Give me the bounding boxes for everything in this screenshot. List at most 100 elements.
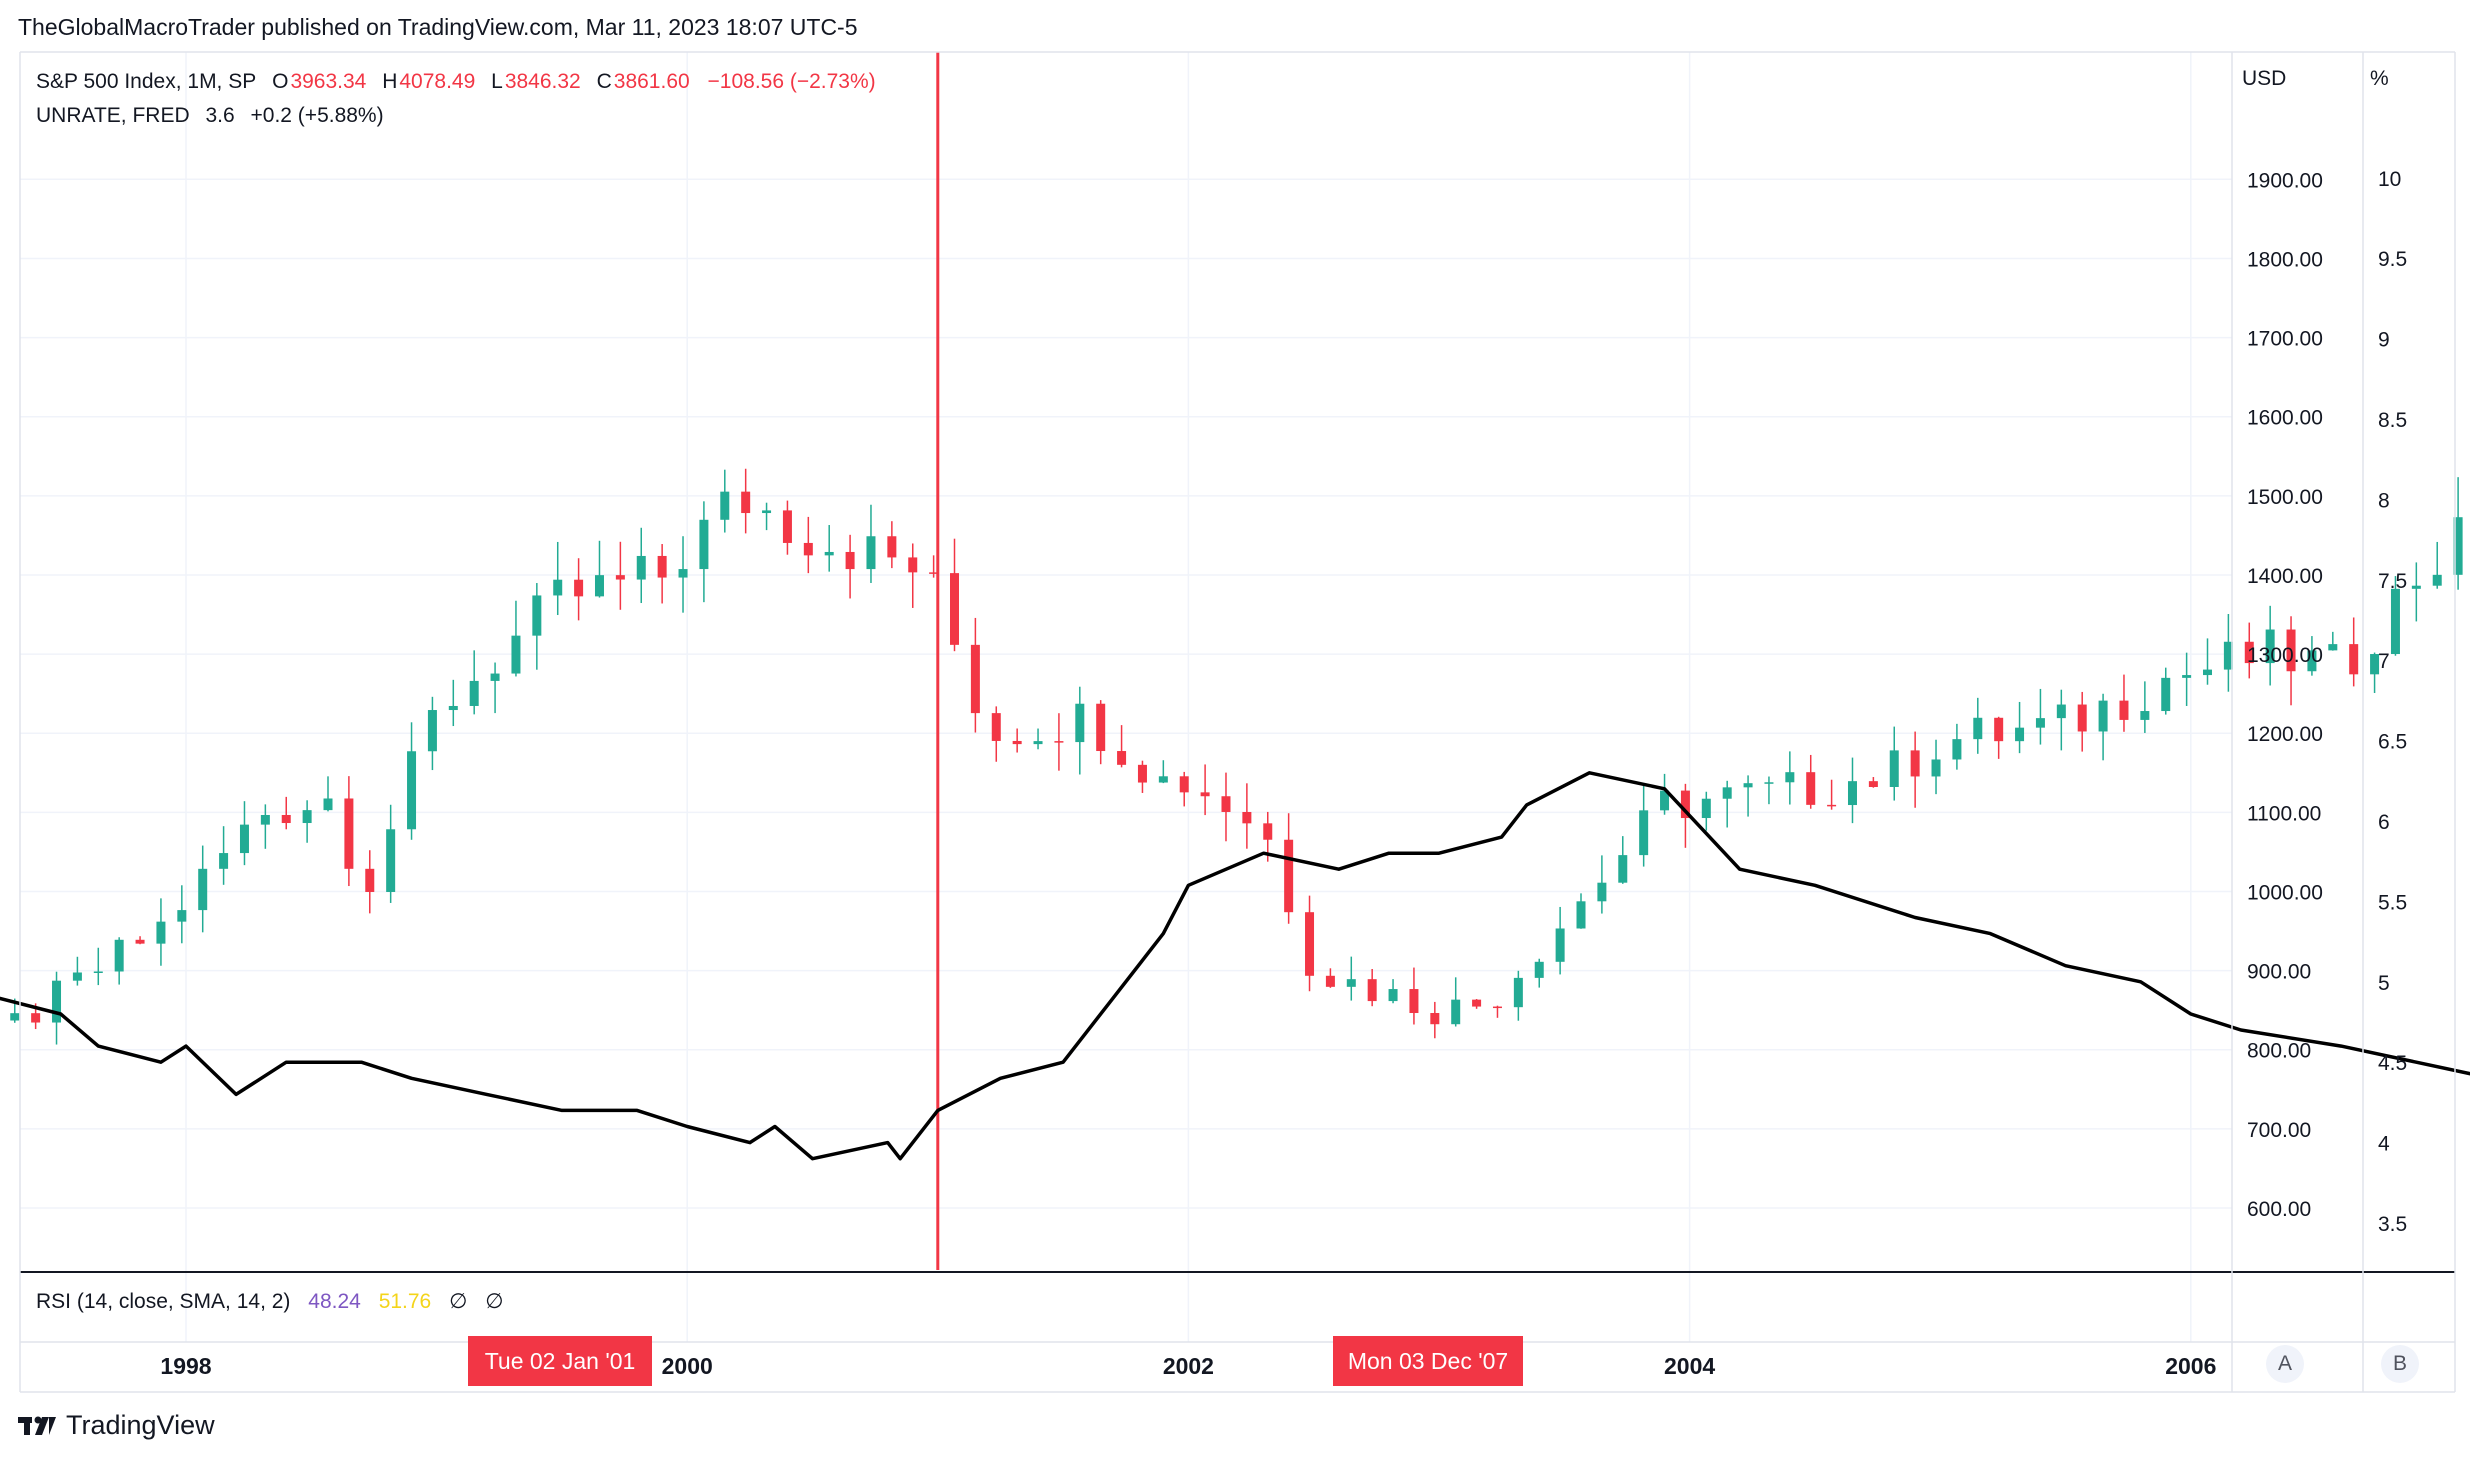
date-marker-label-1: Tue 02 Jan '01	[468, 1336, 652, 1386]
time-tick-label: 1998	[160, 1353, 211, 1379]
rate-tick-label: 9	[2378, 329, 2390, 352]
candle-down	[365, 868, 375, 892]
price-tick-label: 1000.00	[2247, 881, 2323, 904]
price-tick-label: 1500.00	[2247, 486, 2323, 509]
rate-tick-label: 8.5	[2378, 409, 2407, 432]
candle-up	[2390, 588, 2400, 655]
candle-up	[762, 510, 772, 514]
candle-up	[2203, 669, 2213, 676]
price-tick-label: 1700.00	[2247, 328, 2323, 351]
candle-up	[2098, 700, 2108, 732]
candle-up	[1889, 750, 1899, 787]
candle-down	[1054, 741, 1064, 743]
time-tick-label: 2004	[1664, 1353, 1715, 1379]
rate-tick-label: 4	[2378, 1133, 2390, 1156]
candle-up	[219, 853, 229, 869]
candle-up	[2432, 574, 2442, 586]
legend-change: −108.56 (−2.73%)	[707, 70, 876, 93]
candle-up	[1931, 759, 1941, 777]
legend-rsi-value2: 51.76	[378, 1290, 432, 1313]
candle-up	[553, 579, 563, 596]
candle-up	[511, 635, 521, 674]
candle-down	[803, 542, 813, 556]
candle-down	[1430, 1013, 1440, 1025]
candle-down	[1263, 823, 1273, 840]
date-marker-label-2: Mon 03 Dec '07	[1333, 1336, 1523, 1386]
rate-tick-label: 7.5	[2378, 570, 2407, 593]
candle-up	[2223, 641, 2233, 670]
candle-up	[10, 1013, 20, 1021]
time-axis[interactable]: 19982000200220042006201020122014	[160, 1353, 2470, 1379]
candle-up	[2328, 644, 2338, 651]
price-tick-label: 1800.00	[2247, 248, 2323, 271]
price-axis[interactable]: 600.00 700.00 800.00 900.00 1000.00 1100.00 12…	[2247, 169, 2323, 1221]
tradingview-logo[interactable]: TradingView	[18, 1410, 215, 1441]
rate-axis-unit: %	[2370, 67, 2389, 90]
candle-up	[1555, 928, 1565, 962]
candle-down	[344, 798, 354, 869]
auto-scale-button[interactable]: A	[2266, 1345, 2304, 1383]
candle-down	[1994, 717, 2004, 742]
candle-down	[950, 573, 960, 645]
candle-up	[866, 536, 876, 570]
candle-up	[2182, 675, 2192, 678]
candle-down	[991, 713, 1001, 741]
candle-down	[1868, 781, 1878, 787]
candle-down	[135, 939, 145, 944]
candle-down	[887, 536, 897, 558]
candle-down	[1827, 804, 1837, 807]
candle-down	[1179, 776, 1189, 793]
time-tick-label: 2002	[1163, 1353, 1214, 1379]
candle-up	[1346, 979, 1356, 987]
rate-tick-label: 5	[2378, 972, 2390, 995]
candle-up	[1743, 783, 1753, 788]
candle-down	[845, 551, 855, 570]
legend-rsi-na1: ∅	[449, 1290, 468, 1313]
scale-b-button[interactable]: B	[2381, 1345, 2419, 1383]
price-tick-label: 1400.00	[2247, 565, 2323, 588]
candle-down	[1409, 989, 1419, 1014]
rate-tick-label: 8	[2378, 489, 2390, 512]
price-tick-label: 700.00	[2247, 1119, 2311, 1142]
price-tick-label: 800.00	[2247, 1040, 2311, 1063]
legend-unrate-value: 3.6	[205, 104, 235, 127]
legend-rsi: RSI (14, close, SMA, 14, 2) 48.24 51.76 …	[36, 1289, 506, 1314]
candle-up	[594, 575, 604, 597]
candle-up	[1388, 989, 1398, 1002]
legend-l-value: 3846.32	[504, 70, 581, 93]
candle-up	[824, 551, 834, 556]
price-tick-label: 900.00	[2247, 961, 2311, 984]
rate-tick-label: 3.5	[2378, 1213, 2407, 1236]
candle-down	[1492, 1006, 1502, 1009]
candle-up	[2140, 711, 2150, 720]
candle-up	[177, 910, 187, 922]
candle-down	[1806, 772, 1816, 805]
candle-down	[615, 575, 625, 580]
candle-up	[1033, 741, 1043, 745]
legend-rsi-na2: ∅	[485, 1290, 504, 1313]
unrate-line-group	[0, 771, 2470, 1161]
candle-up	[1639, 810, 1649, 856]
price-tick-label: 1300.00	[2247, 644, 2323, 667]
rate-tick-label: 10	[2378, 168, 2401, 191]
candle-up	[1701, 798, 1711, 819]
candle-up	[72, 972, 82, 981]
candle-up	[198, 868, 208, 911]
candle-down	[1284, 839, 1294, 913]
candle-up	[2307, 650, 2317, 672]
price-axis-unit: USD	[2242, 67, 2287, 90]
rate-tick-label: 9.5	[2378, 248, 2407, 271]
candle-up	[1618, 855, 1628, 883]
candle-down	[2286, 629, 2296, 672]
rate-axis[interactable]: 3.5 4 4.5 5 5.5 6 6.5 7 7.5 8 8.5 9 9.5 10	[2378, 168, 2407, 1236]
candle-down	[1137, 764, 1147, 783]
candle-up	[260, 814, 270, 825]
legend-h-label: H	[382, 70, 398, 93]
candle-down	[782, 510, 792, 543]
candle-up	[2265, 629, 2275, 664]
candle-up	[2411, 585, 2421, 589]
price-tick-label: 600.00	[2247, 1198, 2311, 1221]
candle-down	[1200, 792, 1210, 797]
candle-down	[281, 814, 291, 824]
